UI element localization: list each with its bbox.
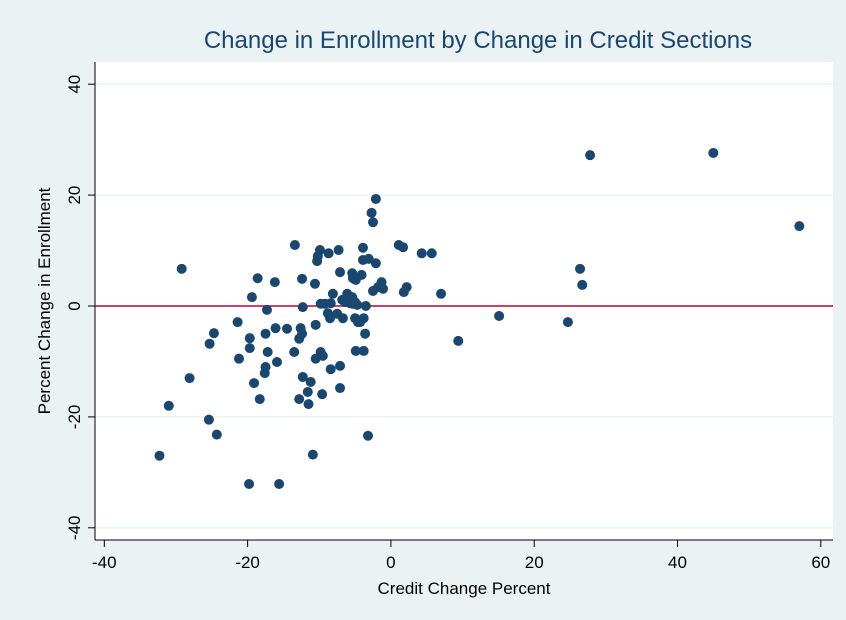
point — [325, 313, 336, 324]
point — [368, 217, 379, 228]
point — [562, 317, 573, 328]
point — [356, 269, 367, 280]
point — [246, 292, 257, 303]
point — [297, 273, 308, 284]
point — [203, 414, 214, 425]
point — [585, 150, 596, 161]
point — [360, 300, 371, 311]
chart-title: Change in Enrollment by Change in Credit… — [204, 27, 752, 54]
point — [163, 400, 174, 411]
point — [317, 389, 328, 400]
point — [244, 478, 255, 489]
point — [335, 383, 346, 394]
point — [363, 253, 374, 264]
point — [426, 248, 437, 259]
point — [317, 350, 328, 361]
point — [323, 248, 334, 259]
point — [401, 282, 412, 293]
x-tick-label: 40 — [668, 553, 687, 572]
point — [294, 394, 305, 405]
point — [211, 429, 222, 440]
point — [398, 242, 409, 253]
y-axis-title: Percent Change in Enrollment — [35, 187, 54, 414]
point — [357, 242, 368, 253]
point — [577, 279, 588, 290]
x-axis-title: Credit Change Percent — [378, 579, 551, 598]
point — [302, 386, 313, 397]
point — [289, 239, 300, 250]
x-tick-label: 60 — [811, 553, 830, 572]
x-tick-label: 20 — [525, 553, 544, 572]
point — [358, 313, 369, 324]
y-tick-label: 40 — [65, 75, 84, 94]
y-tick-label: 20 — [65, 186, 84, 205]
point — [453, 335, 464, 346]
point — [360, 328, 371, 339]
point — [282, 323, 293, 334]
point — [261, 304, 272, 315]
point — [362, 430, 373, 441]
point — [252, 273, 263, 284]
point — [325, 298, 336, 309]
point — [366, 207, 377, 218]
point — [271, 356, 282, 367]
point — [244, 333, 255, 344]
point — [184, 373, 195, 384]
point — [358, 345, 369, 356]
point — [234, 353, 245, 364]
point — [325, 364, 336, 375]
point — [303, 399, 314, 410]
point — [274, 478, 285, 489]
point — [307, 449, 318, 460]
point — [297, 302, 308, 313]
y-tick-label: 0 — [65, 301, 84, 310]
point — [327, 288, 338, 299]
point — [260, 361, 271, 372]
plot-area — [95, 62, 833, 540]
point — [289, 347, 300, 358]
point — [794, 221, 805, 232]
point — [208, 328, 219, 339]
point — [708, 147, 719, 158]
point — [254, 394, 265, 405]
point — [335, 360, 346, 371]
point — [575, 263, 586, 274]
point — [494, 310, 505, 321]
point — [176, 263, 187, 274]
point — [262, 347, 273, 358]
y-tick-label: -40 — [65, 516, 84, 541]
x-tick-label: -20 — [235, 553, 260, 572]
point — [350, 345, 361, 356]
y-tick-label: -20 — [65, 405, 84, 430]
point — [310, 319, 321, 330]
x-tick-label: 0 — [386, 553, 395, 572]
point — [436, 288, 447, 299]
point — [297, 371, 308, 382]
point — [370, 258, 381, 269]
point — [154, 450, 165, 461]
point — [314, 244, 325, 255]
point — [416, 248, 427, 259]
point — [370, 193, 381, 204]
x-tick-label: -40 — [92, 553, 117, 572]
point — [333, 244, 344, 255]
point — [337, 313, 348, 324]
point — [305, 376, 316, 387]
point — [249, 378, 260, 389]
point — [244, 343, 255, 354]
point — [352, 299, 363, 310]
point — [297, 328, 308, 339]
point — [204, 338, 215, 349]
point — [335, 267, 346, 278]
point — [232, 317, 243, 328]
point — [270, 323, 281, 334]
point — [309, 278, 320, 289]
point — [260, 328, 271, 339]
point — [378, 283, 389, 294]
point — [269, 277, 280, 288]
